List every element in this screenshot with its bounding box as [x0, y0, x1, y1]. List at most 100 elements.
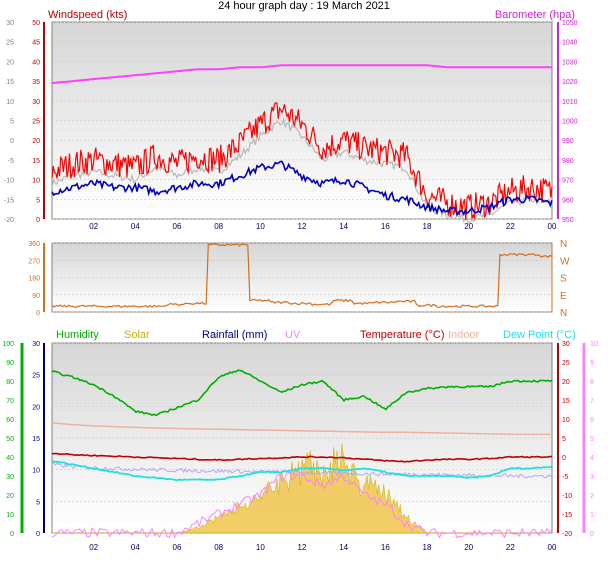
wind-outer-y-tick: 20: [6, 59, 14, 66]
compass-tick: N: [560, 239, 567, 250]
humidity-series: [51, 369, 553, 417]
x-tick-label: 12: [298, 222, 307, 231]
temperature-y-tick: -10: [562, 493, 572, 500]
barometer-y-tick: 990: [562, 138, 574, 145]
x-tick-label: 22: [506, 222, 515, 231]
legend-humidity: Humidity: [56, 329, 99, 341]
uv-y-tick: 2: [590, 493, 594, 500]
x-tick-label: 14: [339, 222, 348, 231]
temperature-y-tick: 30: [562, 341, 570, 348]
humidity-y-tick: 10: [6, 512, 14, 519]
indoor-series: [51, 422, 552, 435]
wind-grey-series: [51, 116, 553, 224]
wind-outer-y-tick: -10: [4, 178, 14, 185]
wind-y-tick: 0: [36, 217, 40, 224]
x-tick-label: 16: [381, 222, 390, 231]
wind-outer-y-tick: -20: [4, 217, 14, 224]
barometer-y-tick: 1050: [562, 20, 578, 27]
temperature-y-tick: 25: [562, 360, 570, 367]
compass-tick: W: [560, 256, 570, 267]
uv-y-tick: 4: [590, 455, 594, 462]
uv-y-tick: 10: [590, 341, 598, 348]
windspeed-axis-label: Windspeed (kts): [48, 9, 127, 21]
temperature-y-tick: -20: [562, 531, 572, 538]
wind-y-tick: 15: [32, 158, 40, 165]
uv-y-tick: 3: [590, 474, 594, 481]
wind-y-tick: 5: [36, 197, 40, 204]
x-tick-label: 20: [464, 543, 473, 552]
wind-y-tick: 40: [32, 59, 40, 66]
temperature-y-tick: -15: [562, 512, 572, 519]
legend-solar: Solar: [124, 329, 150, 341]
barometer-y-tick: 1030: [562, 59, 578, 66]
x-tick-label: 02: [89, 543, 98, 552]
wind-average-series: [51, 160, 553, 217]
x-tick-label: 14: [339, 543, 348, 552]
uv-y-tick: 1: [590, 512, 594, 519]
uv-y-tick: 7: [590, 398, 594, 405]
lavender-series: [51, 462, 553, 479]
humidity-y-tick: 50: [6, 436, 14, 443]
wind-direction-series: [51, 243, 553, 309]
humidity-y-tick: 20: [6, 493, 14, 500]
wind-y-tick: 45: [32, 40, 40, 47]
wind-outer-y-tick: -15: [4, 197, 14, 204]
x-tick-label: 12: [298, 543, 307, 552]
rainfall-y-tick: 5: [36, 499, 40, 506]
legend-rainfall-mm: Rainfall (mm): [202, 329, 267, 341]
x-tick-label: 08: [214, 222, 223, 231]
wind-gust-series: [51, 101, 553, 221]
temperature-y-tick: 10: [562, 417, 570, 424]
legend-uv: UV: [285, 329, 301, 341]
humidity-y-tick: 70: [6, 398, 14, 405]
x-tick-label: 16: [381, 543, 390, 552]
direction-y-tick: 90: [32, 293, 40, 300]
direction-y-tick: 0: [36, 310, 40, 317]
humidity-y-tick: 40: [6, 455, 14, 462]
solar-series: [52, 443, 552, 534]
wind-y-tick: 25: [32, 119, 40, 126]
wind-outer-y-tick: -5: [8, 158, 14, 165]
temperature-y-tick: 15: [562, 398, 570, 405]
rainfall-y-tick: 30: [32, 341, 40, 348]
rainfall-y-tick: 0: [36, 531, 40, 538]
wind-outer-y-tick: 0: [10, 138, 14, 145]
compass-tick: S: [560, 274, 567, 285]
compass-tick: N: [560, 308, 567, 319]
x-tick-label: 20: [464, 222, 473, 231]
humidity-y-tick: 80: [6, 379, 14, 386]
barometer-axis-label: Barometer (hpa): [495, 9, 575, 21]
wind-y-tick: 50: [32, 20, 40, 27]
barometer-y-tick: 1040: [562, 40, 578, 47]
x-tick-label: 00: [548, 543, 557, 552]
x-tick-label: 10: [256, 222, 265, 231]
compass-tick: E: [560, 291, 567, 302]
x-tick-label: 08: [214, 543, 223, 552]
temperature-series: [51, 452, 553, 463]
uv-y-tick: 9: [590, 360, 594, 367]
legend-indoor: Indoor: [448, 329, 480, 341]
wind-outer-y-tick: 5: [10, 119, 14, 126]
x-tick-label: 04: [131, 543, 140, 552]
wind-outer-y-tick: 30: [6, 20, 14, 27]
humidity-y-tick: 100: [2, 341, 14, 348]
wind-outer-y-tick: 10: [6, 99, 14, 106]
x-tick-label: 18: [423, 543, 432, 552]
barometer-y-tick: 1020: [562, 79, 578, 86]
x-tick-label: 06: [173, 222, 182, 231]
wind-y-tick: 10: [32, 178, 40, 185]
rainfall-y-tick: 25: [32, 373, 40, 380]
x-tick-label: 06: [173, 543, 182, 552]
direction-y-tick: 360: [28, 241, 40, 248]
legend-temperature-c: Temperature (°C): [360, 329, 444, 341]
x-tick-label: 02: [89, 222, 98, 231]
barometer-y-tick: 980: [562, 158, 574, 165]
rainfall-y-tick: 10: [32, 468, 40, 475]
x-tick-label: 04: [131, 222, 140, 231]
uv-y-tick: 6: [590, 417, 594, 424]
uv-y-tick: 8: [590, 379, 594, 386]
rainfall-y-tick: 15: [32, 436, 40, 443]
